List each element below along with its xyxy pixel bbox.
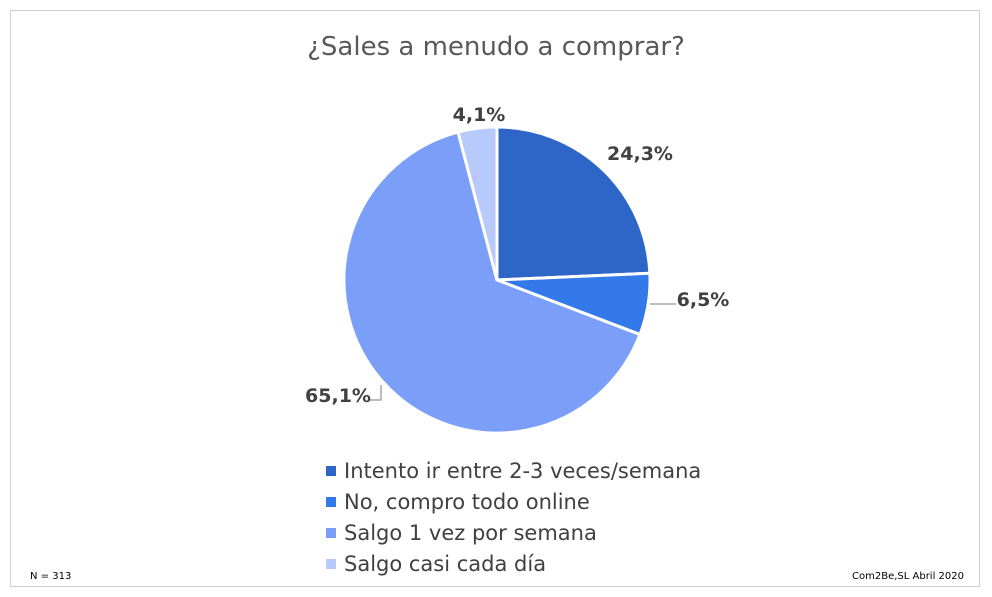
- legend-item: Salgo casi cada día: [326, 548, 701, 579]
- legend-swatch: [326, 527, 336, 538]
- pie-slice: [456, 125, 499, 281]
- legend-label: Intento ir entre 2-3 veces/semana: [344, 458, 702, 483]
- data-label: 24,3%: [607, 143, 673, 165]
- data-label: 6,5%: [677, 289, 730, 311]
- leader-line: [368, 385, 382, 401]
- sample-size-note: N = 313: [30, 571, 72, 582]
- chart-title: ¿Sales a menudo a comprar?: [307, 32, 685, 62]
- legend-swatch: [326, 558, 336, 569]
- legend-item: No, compro todo online: [326, 486, 701, 517]
- legend-swatch: [326, 465, 336, 476]
- legend-label: Salgo 1 vez por semana: [344, 520, 597, 545]
- data-label: 4,1%: [453, 104, 506, 126]
- legend-item: Intento ir entre 2-3 veces/semana: [326, 455, 701, 486]
- source-note: Com2Be,SL Abril 2020: [852, 571, 964, 582]
- legend-item: Salgo 1 vez por semana: [326, 517, 701, 548]
- legend: Intento ir entre 2-3 veces/semana No, com…: [326, 455, 701, 579]
- pie-slice: [342, 130, 642, 435]
- data-label: 65,1%: [305, 385, 371, 407]
- pie-slice: [495, 125, 652, 282]
- legend-swatch: [326, 496, 336, 507]
- legend-label: No, compro todo online: [344, 489, 590, 514]
- legend-label: Salgo casi cada día: [344, 551, 547, 576]
